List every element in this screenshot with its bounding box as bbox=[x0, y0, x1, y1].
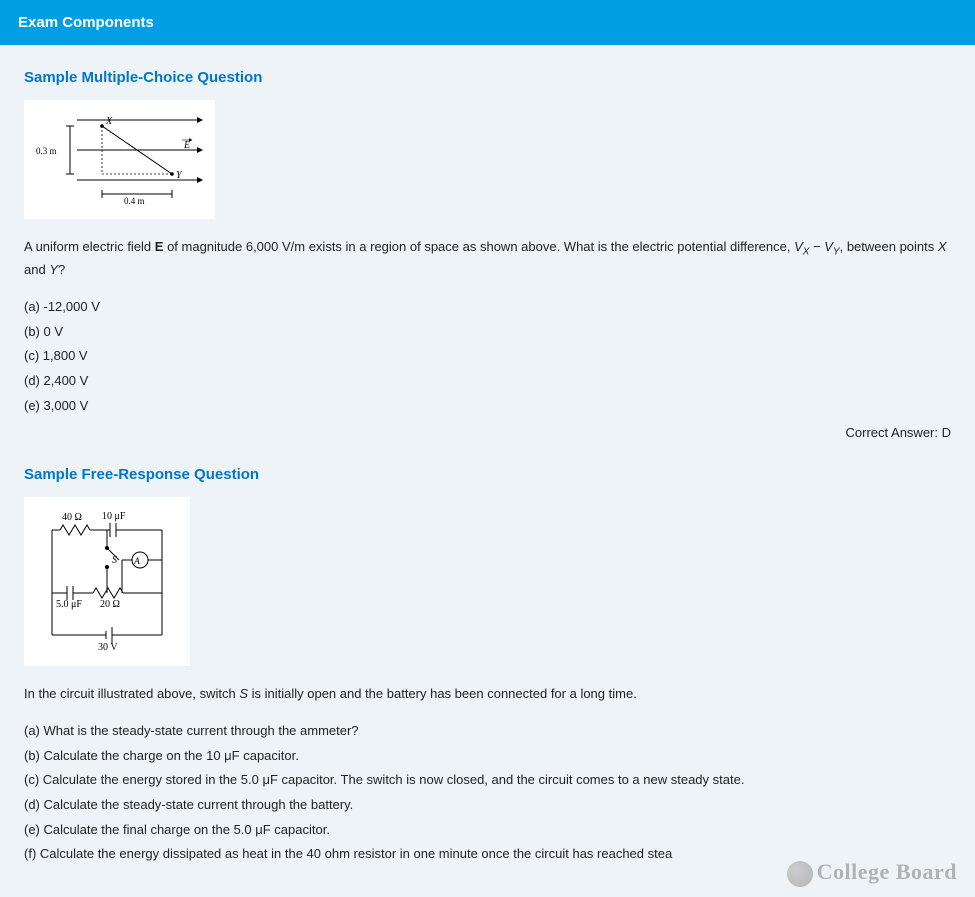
frq-parts: (a) What is the steady-state current thr… bbox=[24, 719, 951, 867]
frq-part-d: (d) Calculate the steady-state current t… bbox=[24, 793, 951, 818]
frq-part-b: (b) Calculate the charge on the 10 μF ca… bbox=[24, 744, 951, 769]
mcq-x: X bbox=[938, 239, 947, 254]
mcq-ysub: Y bbox=[833, 247, 840, 258]
mcq-y-label: Y bbox=[176, 170, 183, 181]
mcq-prompt: A uniform electric field E of magnitude … bbox=[24, 237, 951, 279]
frq-c10-label: 10 μF bbox=[102, 511, 126, 522]
frq-part-f: (f) Calculate the energy dissipated as h… bbox=[24, 842, 951, 867]
mcq-choice-c: (c) 1,800 V bbox=[24, 344, 951, 369]
mcq-x-label: X bbox=[105, 116, 113, 127]
header-bar: Exam Components bbox=[0, 0, 975, 45]
mcq-choice-a: (a) -12,000 V bbox=[24, 295, 951, 320]
mcq-correct-answer: Correct Answer: D bbox=[24, 425, 951, 440]
frq-v30-label: 30 V bbox=[98, 642, 118, 653]
frq-intro-a: In the circuit illustrated above, switch bbox=[24, 686, 239, 701]
frq-part-c: (c) Calculate the energy stored in the 5… bbox=[24, 768, 951, 793]
content-area: Sample Multiple-Choice Question 0.3 m X bbox=[0, 45, 975, 897]
frq-intro-s: S bbox=[239, 686, 248, 701]
frq-part-a: (a) What is the steady-state current thr… bbox=[24, 719, 951, 744]
mcq-choice-e: (e) 3,000 V bbox=[24, 394, 951, 419]
mcq-prompt-b: of magnitude 6,000 V/m exists in a regio… bbox=[163, 239, 794, 254]
mcq-heading: Sample Multiple-Choice Question bbox=[24, 69, 951, 86]
mcq-vx: V bbox=[794, 239, 803, 254]
mcq-figure: 0.3 m X Y E 0.4 m bbox=[24, 100, 215, 219]
mcq-end: ? bbox=[58, 262, 65, 277]
frq-part-e: (e) Calculate the final charge on the 5.… bbox=[24, 818, 951, 843]
header-title: Exam Components bbox=[18, 14, 154, 31]
frq-circuit-svg: 40 Ω 10 μF S A 5.0 μF 20 Ω 30 V bbox=[32, 505, 182, 655]
mcq-choice-b: (b) 0 V bbox=[24, 320, 951, 345]
mcq-dash: − bbox=[809, 239, 824, 254]
frq-intro: In the circuit illustrated above, switch… bbox=[24, 684, 951, 704]
frq-intro-b: is initially open and the battery has be… bbox=[248, 686, 637, 701]
frq-heading: Sample Free-Response Question bbox=[24, 466, 951, 483]
frq-r20-label: 20 Ω bbox=[100, 599, 120, 610]
frq-s-label: S bbox=[112, 555, 117, 566]
mcq-prompt-a: A uniform electric field bbox=[24, 239, 155, 254]
mcq-and: and bbox=[24, 262, 49, 277]
mcq-choices: (a) -12,000 V (b) 0 V (c) 1,800 V (d) 2,… bbox=[24, 295, 951, 418]
mcq-left-label: 0.3 m bbox=[36, 146, 57, 156]
mcq-vy: V bbox=[824, 239, 833, 254]
frq-a-label: A bbox=[133, 556, 140, 566]
mcq-y: Y bbox=[49, 262, 58, 277]
mcq-prompt-c: , between points bbox=[840, 239, 938, 254]
mcq-diagram-svg: 0.3 m X Y E 0.4 m bbox=[32, 108, 207, 208]
mcq-bottom-label: 0.4 m bbox=[124, 196, 145, 206]
frq-c5-label: 5.0 μF bbox=[56, 599, 82, 610]
mcq-choice-d: (d) 2,400 V bbox=[24, 369, 951, 394]
mcq-e-label: E bbox=[183, 140, 190, 151]
frq-r40-label: 40 Ω bbox=[62, 512, 82, 523]
frq-figure: 40 Ω 10 μF S A 5.0 μF 20 Ω 30 V bbox=[24, 497, 190, 666]
